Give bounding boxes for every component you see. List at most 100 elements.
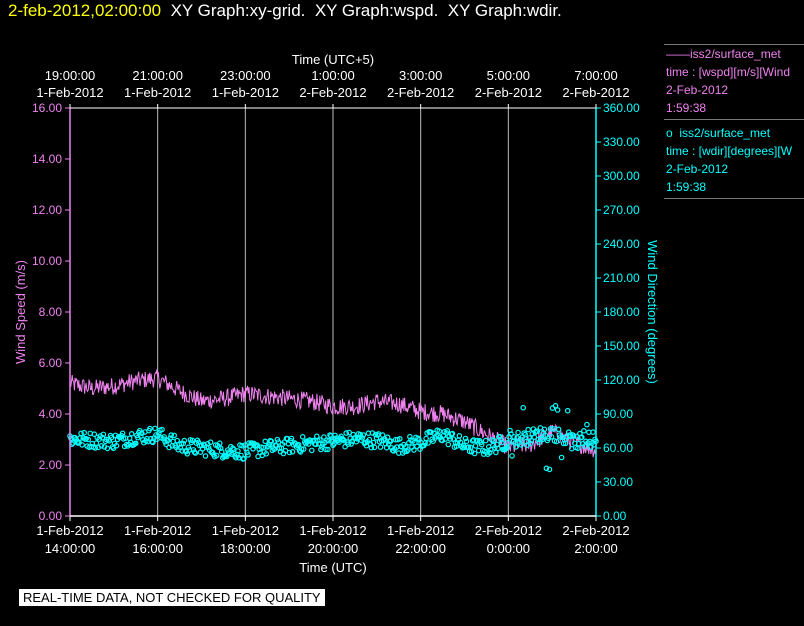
bottom-tick-time: 0:00:00 <box>487 541 530 556</box>
legend-time: 1:59:38 <box>666 180 707 194</box>
wdir-point <box>243 446 249 452</box>
bottom-tick-date: 2-Feb-2012 <box>562 523 629 538</box>
wdir-point <box>548 433 555 440</box>
wdir-point <box>348 441 355 447</box>
wdir-point <box>456 432 463 439</box>
wdir-point <box>326 437 332 444</box>
wdir-point <box>345 441 352 448</box>
series-wind-direction <box>67 402 599 473</box>
wdir-point <box>224 453 230 460</box>
wdir-point <box>360 432 367 438</box>
wdir-point <box>319 444 325 450</box>
wdir-point <box>411 447 417 453</box>
wdir-point <box>518 441 524 448</box>
wdir-point <box>570 433 577 439</box>
bottom-tick-date: 1-Feb-2012 <box>212 523 279 538</box>
legend-line-marker: —— <box>666 47 690 61</box>
wdir-point <box>161 434 167 440</box>
wdir-point <box>439 437 446 444</box>
wdir-point <box>119 430 126 437</box>
graph-header: 2-feb-2012,02:00:00 XY Graph:xy-grid. XY… <box>8 1 562 21</box>
top-tick-date: 2-Feb-2012 <box>387 85 454 100</box>
wdir-point <box>547 425 554 432</box>
left-tick-label: 8.00 <box>39 305 63 319</box>
right-tick-label: 90.00 <box>603 407 633 421</box>
legend-desc: time : [wspd][m/s][Wind <box>666 65 791 79</box>
wdir-point <box>436 428 443 434</box>
wdir-point <box>93 440 100 446</box>
wdir-point <box>542 432 549 439</box>
wdir-point <box>202 453 209 459</box>
wdir-point <box>581 427 587 434</box>
wdir-point <box>407 433 413 440</box>
wdir-point <box>218 448 225 455</box>
wdir-point <box>520 404 527 411</box>
wdir-point <box>359 435 366 441</box>
wdir-point <box>230 445 236 452</box>
wdir-point <box>425 440 431 446</box>
wdir-point <box>167 435 173 442</box>
wdir-point <box>552 402 559 409</box>
wdir-point <box>445 441 452 448</box>
left-tick-label: 10.00 <box>32 254 62 268</box>
right-tick-label: 210.00 <box>603 271 640 285</box>
wdir-point <box>113 442 120 449</box>
wdir-point <box>139 430 145 437</box>
wdir-point <box>332 432 338 439</box>
wdir-point <box>472 443 479 449</box>
wdir-point <box>297 449 304 455</box>
wdir-point <box>128 430 135 437</box>
wdir-point <box>308 447 315 454</box>
wdir-point <box>192 450 199 456</box>
wdir-point <box>189 437 196 444</box>
legend-entry-wspd[interactable]: ——iss2/surface_met time : [wspd][m/s][Wi… <box>664 44 804 120</box>
right-tick-label: 120.00 <box>603 373 640 387</box>
wdir-point <box>263 450 270 457</box>
wdir-point <box>543 465 550 472</box>
right-tick-label: 0.00 <box>603 509 627 523</box>
wdir-point <box>423 435 429 442</box>
wdir-point <box>387 438 394 444</box>
top-tick-time: 21:00:00 <box>132 68 183 83</box>
wdir-point <box>147 425 153 432</box>
left-tick-label: 2.00 <box>39 458 63 472</box>
wdir-point <box>553 438 560 445</box>
top-tick-date: 2-Feb-2012 <box>299 85 366 100</box>
right-tick-label: 180.00 <box>603 305 640 319</box>
legend: —— iss2/surface_met time : [wspd][m/s][Wi… <box>664 44 804 199</box>
top-tick-time: 23:00:00 <box>220 68 271 83</box>
legend-source: iss2/surface_met <box>679 126 771 140</box>
wdir-point <box>79 442 85 448</box>
right-tick-label: 330.00 <box>603 135 640 149</box>
left-tick-label: 6.00 <box>39 356 63 370</box>
wdir-point <box>499 439 505 446</box>
wdir-point <box>98 442 105 449</box>
wdir-point <box>207 439 214 446</box>
wdir-point <box>223 452 229 459</box>
axis-labels: 0.00 2.00 4.00 6.00 8.00 10.00 12.00 14.00 16.00… <box>13 52 660 575</box>
right-tick-label: 240.00 <box>603 237 640 251</box>
wdir-point <box>442 436 449 442</box>
wdir-point <box>528 437 535 444</box>
wdir-point <box>180 440 187 447</box>
header-graph-wspd[interactable]: XY Graph:wspd. <box>314 1 439 20</box>
wdir-point <box>239 442 245 449</box>
bottom-tick-time: 16:00:00 <box>132 541 183 556</box>
legend-date: 2-Feb-2012 <box>666 162 729 176</box>
wdir-point <box>555 426 562 433</box>
right-tick-label: 360.00 <box>603 101 640 115</box>
header-graph-wdir[interactable]: XY Graph:wdir. <box>447 1 562 20</box>
wdir-point <box>100 431 107 438</box>
wdir-point <box>539 436 546 443</box>
axes <box>65 104 601 521</box>
wdir-point <box>185 444 192 451</box>
wdir-point <box>195 439 202 446</box>
wdir-point <box>216 440 223 447</box>
header-graph-xy-grid[interactable]: XY Graph:xy-grid. <box>170 1 306 20</box>
right-tick-label: 300.00 <box>603 169 640 183</box>
wdir-point <box>241 455 247 462</box>
legend-entry-wdir[interactable]: o iss2/surface_met time : [wdir][degrees… <box>664 124 804 199</box>
wdir-point <box>554 407 561 413</box>
wdir-point <box>541 426 548 433</box>
